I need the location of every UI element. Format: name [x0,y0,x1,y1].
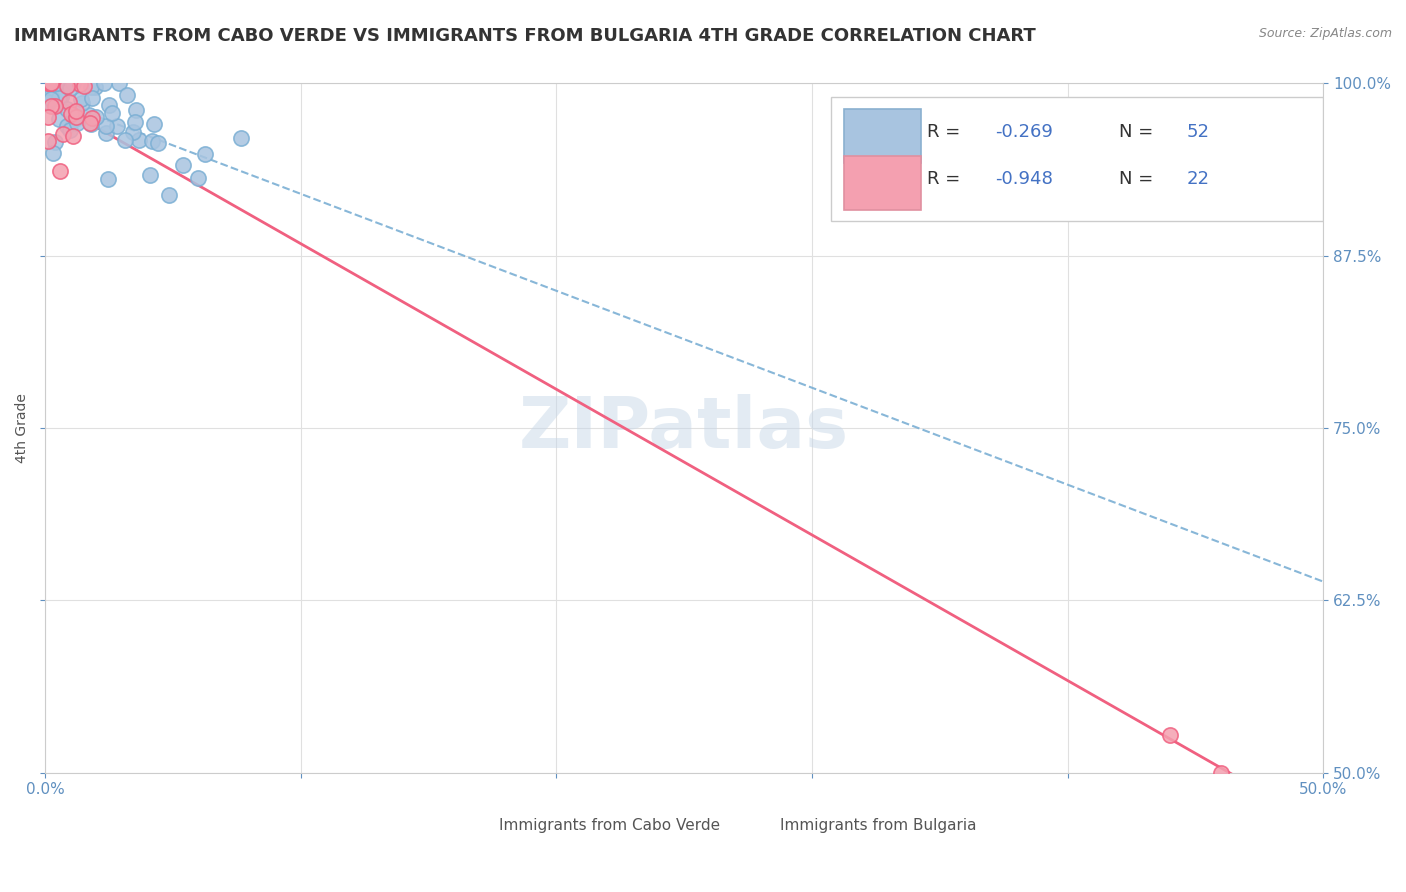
Text: N =: N = [1119,123,1159,141]
Point [66,116,89,130]
Point [77,108,100,122]
Point [157,188,180,202]
Point [39,92,62,106]
Text: R =: R = [927,123,966,141]
Point [39,77,62,91]
Text: Source: ZipAtlas.com: Source: ZipAtlas.com [1258,27,1392,40]
Point [80,118,103,132]
Point [45,77,67,91]
Point [125,103,148,117]
FancyBboxPatch shape [831,97,1323,221]
Point [84,80,107,95]
Point [38,77,60,91]
Point [37,77,59,91]
Point [96,119,118,133]
Text: -0.269: -0.269 [995,123,1053,141]
Point [69,77,91,91]
Point [115,88,138,103]
Point [84,111,107,125]
Point [82,91,104,105]
Point [37,110,59,124]
Point [58,122,80,136]
Point [128,133,150,147]
Point [143,117,166,131]
Point [37,96,59,111]
Y-axis label: 4th Grade: 4th Grade [15,393,30,463]
Point [79,116,101,130]
Point [44,99,66,113]
FancyBboxPatch shape [844,109,921,162]
Text: 22: 22 [1187,169,1209,187]
Text: N =: N = [1119,169,1159,187]
Point [56,119,79,133]
Point [172,158,194,172]
Point [39,77,62,91]
Point [37,134,59,148]
Point [108,77,131,91]
FancyBboxPatch shape [720,795,779,835]
Point [37,95,59,110]
Point [58,95,80,109]
Point [41,146,63,161]
Point [39,88,62,103]
Point [56,102,79,116]
Point [59,81,82,95]
Point [49,164,72,178]
Point [62,128,84,143]
Point [45,77,67,91]
Point [48,112,70,126]
Point [138,168,160,182]
Point [122,125,145,139]
Point [1209,765,1232,780]
Point [80,111,103,125]
Point [62,77,84,91]
Point [124,115,146,129]
Text: ZIPatlas: ZIPatlas [519,393,849,463]
Point [70,95,93,110]
FancyBboxPatch shape [844,156,921,210]
Text: R =: R = [927,169,966,187]
Point [229,131,252,145]
Text: 52: 52 [1187,123,1209,141]
Point [52,127,75,141]
Text: IMMIGRANTS FROM CABO VERDE VS IMMIGRANTS FROM BULGARIA 4TH GRADE CORRELATION CHA: IMMIGRANTS FROM CABO VERDE VS IMMIGRANTS… [14,27,1036,45]
Point [187,171,209,186]
Point [73,79,96,94]
Point [114,133,136,147]
Point [39,77,62,91]
FancyBboxPatch shape [439,795,498,835]
Point [44,135,66,149]
Point [48,91,70,105]
Point [94,126,117,140]
Point [98,98,121,112]
Point [51,90,73,104]
Point [101,105,124,120]
Point [63,112,86,127]
Text: -0.948: -0.948 [995,169,1053,187]
Point [141,134,163,148]
Text: Immigrants from Cabo Verde: Immigrants from Cabo Verde [499,818,720,832]
Point [93,77,115,91]
Point [80,80,103,95]
Point [59,107,82,121]
Point [70,92,93,106]
Point [65,110,87,124]
Point [56,77,79,91]
Point [41,99,63,113]
Point [56,79,79,94]
Text: Immigrants from Bulgaria: Immigrants from Bulgaria [780,818,977,832]
Point [65,104,87,119]
Point [194,147,217,161]
Point [146,136,169,150]
Point [1159,728,1181,742]
Point [105,120,128,134]
Point [37,85,59,99]
Point [97,172,120,186]
